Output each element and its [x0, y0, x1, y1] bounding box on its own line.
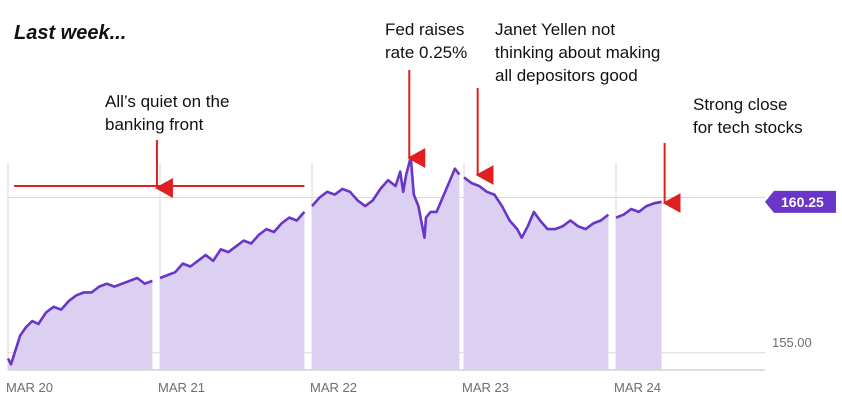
annotation-arrows — [154, 70, 681, 213]
line-segment — [6, 276, 153, 366]
annotation-tech-close: Strong close for tech stocks — [693, 95, 803, 137]
area-fill — [8, 157, 662, 370]
line-segment — [615, 200, 662, 219]
x-axis-ticks: MAR 20 MAR 21 MAR 22 MAR 23 MAR 24 — [6, 380, 661, 395]
annotation-yellen: Janet Yellen not thinking about making a… — [495, 20, 661, 85]
area-segment — [616, 201, 662, 370]
area-segment — [464, 177, 609, 370]
y-axis-ticks: 155.00 — [772, 335, 812, 350]
y-tick-label: 155.00 — [772, 335, 812, 350]
x-tick-label: MAR 22 — [310, 380, 357, 395]
chart-title: Last week... — [14, 22, 127, 44]
x-tick-label: MAR 21 — [158, 380, 205, 395]
last-value-badge: 160.25 — [765, 190, 836, 213]
annotation-banking-quiet: All’s quiet on the banking front — [105, 92, 230, 134]
line-segment — [311, 155, 461, 239]
badge-shape — [765, 190, 836, 213]
annotation-fed-raises: Fed raises rate 0.25% — [385, 20, 468, 62]
badge-value: 160.25 — [781, 194, 824, 210]
x-tick-label: MAR 23 — [462, 380, 509, 395]
line-segment — [159, 211, 306, 280]
price-line — [6, 155, 662, 366]
area-segment — [160, 211, 305, 370]
line-segment — [463, 176, 610, 239]
x-tick-label: MAR 24 — [614, 380, 661, 395]
area-segment — [8, 278, 153, 370]
area-segment — [312, 157, 460, 370]
x-tick-label: MAR 20 — [6, 380, 53, 395]
